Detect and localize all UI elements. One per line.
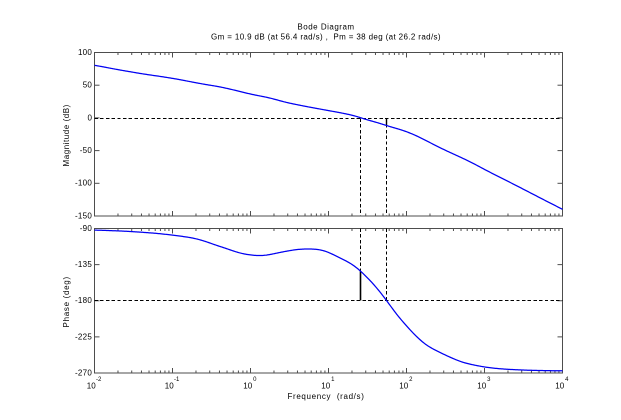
svg-text:4: 4 xyxy=(565,377,569,383)
svg-text:10: 10 xyxy=(165,381,174,390)
svg-text:Magnitude (dB): Magnitude (dB) xyxy=(62,104,71,166)
svg-text:10: 10 xyxy=(399,381,408,390)
svg-text:10: 10 xyxy=(477,381,486,390)
svg-text:100: 100 xyxy=(78,48,92,57)
svg-text:-180: -180 xyxy=(75,296,92,305)
svg-text:-270: -270 xyxy=(75,368,92,377)
svg-text:0: 0 xyxy=(253,377,257,383)
svg-text:-225: -225 xyxy=(75,332,92,341)
svg-text:10: 10 xyxy=(243,381,252,390)
svg-text:-1: -1 xyxy=(174,377,180,383)
svg-text:Phase (deg): Phase (deg) xyxy=(62,276,71,327)
svg-text:3: 3 xyxy=(487,377,491,383)
svg-text:-2: -2 xyxy=(96,377,102,383)
svg-text:Frequency (rad/s): Frequency (rad/s) xyxy=(287,392,364,401)
svg-text:10: 10 xyxy=(321,381,330,390)
svg-text:10: 10 xyxy=(555,381,564,390)
svg-text:10: 10 xyxy=(87,381,96,390)
svg-text:-100: -100 xyxy=(75,179,92,188)
svg-text:1: 1 xyxy=(331,377,335,383)
svg-text:-135: -135 xyxy=(75,260,92,269)
svg-text:Gm = 10.9 dB (at 56.4 rad/s) ,: Gm = 10.9 dB (at 56.4 rad/s) , Pm = 38 d… xyxy=(211,32,441,41)
svg-text:Bode Diagram: Bode Diagram xyxy=(297,22,354,31)
svg-text:0: 0 xyxy=(87,113,92,122)
svg-text:-150: -150 xyxy=(75,211,92,220)
svg-text:2: 2 xyxy=(409,377,413,383)
svg-text:-90: -90 xyxy=(80,224,93,233)
svg-text:-50: -50 xyxy=(80,146,93,155)
svg-text:50: 50 xyxy=(83,81,93,90)
